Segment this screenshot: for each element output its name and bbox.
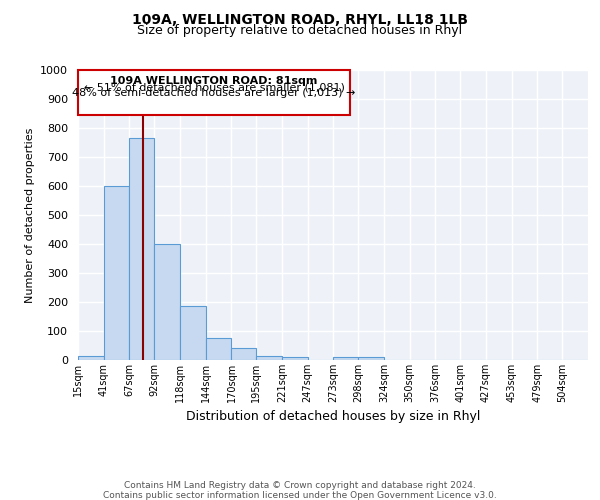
Text: ← 51% of detached houses are smaller (1,081): ← 51% of detached houses are smaller (1,…	[84, 82, 344, 92]
X-axis label: Distribution of detached houses by size in Rhyl: Distribution of detached houses by size …	[186, 410, 480, 424]
Bar	[130, 138, 154, 360]
Bar	[78, 356, 104, 360]
Bar	[256, 356, 282, 360]
FancyBboxPatch shape	[78, 70, 350, 115]
Bar	[154, 244, 180, 360]
Text: 48% of semi-detached houses are larger (1,013) →: 48% of semi-detached houses are larger (…	[73, 88, 356, 98]
Bar	[206, 338, 232, 360]
Text: Size of property relative to detached houses in Rhyl: Size of property relative to detached ho…	[137, 24, 463, 37]
Text: 109A, WELLINGTON ROAD, RHYL, LL18 1LB: 109A, WELLINGTON ROAD, RHYL, LL18 1LB	[132, 12, 468, 26]
Text: 109A WELLINGTON ROAD: 81sqm: 109A WELLINGTON ROAD: 81sqm	[110, 76, 318, 86]
Bar	[180, 306, 206, 360]
Text: Contains HM Land Registry data © Crown copyright and database right 2024.: Contains HM Land Registry data © Crown c…	[124, 481, 476, 490]
Bar	[282, 357, 308, 360]
Bar	[104, 186, 130, 360]
Bar	[334, 357, 358, 360]
Text: Contains public sector information licensed under the Open Government Licence v3: Contains public sector information licen…	[103, 491, 497, 500]
Bar	[232, 348, 256, 360]
Y-axis label: Number of detached properties: Number of detached properties	[25, 128, 35, 302]
Bar	[358, 357, 384, 360]
